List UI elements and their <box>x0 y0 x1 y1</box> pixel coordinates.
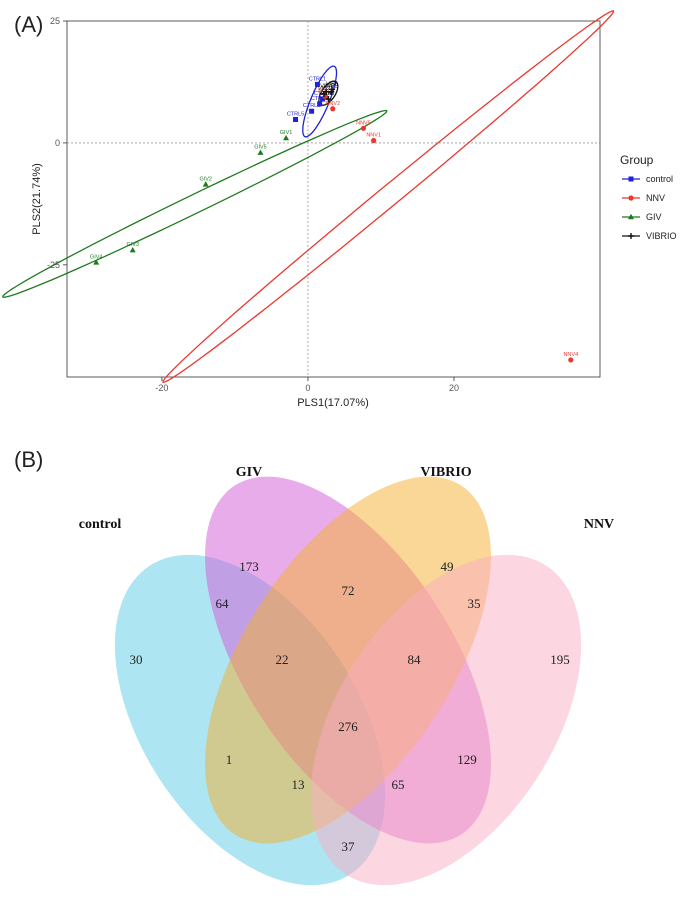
venn-diagram: control GIV VIBRIO NNV 30 173 49 195 64 72 35 2… <box>79 465 614 886</box>
panel-b-label: (B) <box>14 447 43 472</box>
point-giv2 <box>202 181 209 187</box>
legend-marker-vibrio <box>628 233 634 239</box>
venn-count-control-nnv: 37 <box>342 839 356 854</box>
venn-count-control: 30 <box>130 652 143 667</box>
point-vib4 <box>323 88 330 95</box>
point-giv5 <box>257 149 264 155</box>
point-label: CTRL3 <box>311 96 328 102</box>
point-giv1 <box>283 134 290 141</box>
venn-count-control-vibrio-nnv: 13 <box>292 777 305 792</box>
point-label: GIV4 <box>90 254 103 260</box>
pls-scatter-plot: CTRL1CTRL2CTRL3CTRL4CTRL5NNV1NNV2NNV3NNV… <box>2 10 615 409</box>
point-vib5 <box>329 86 336 93</box>
x-axis-title: PLS1(17.07%) <box>297 397 369 409</box>
point-label: CTRL1 <box>309 76 326 82</box>
point-ctrl5 <box>293 117 299 123</box>
point-label: CTRL2 <box>303 103 320 109</box>
point-label: VIB5 <box>326 81 338 87</box>
venn-count-control-vibrio: 1 <box>226 752 233 767</box>
y-tick-label: 25 <box>50 16 60 26</box>
point-label: NNV4 <box>563 352 578 358</box>
x-tick-label: -20 <box>155 383 168 393</box>
point-ctrl3 <box>317 101 323 107</box>
venn-ellipses <box>114 476 582 886</box>
point-nnv2 <box>330 106 336 112</box>
point-label: VIB3 <box>322 91 334 97</box>
point-label: VIB2 <box>318 86 330 92</box>
legend-marker-nnv <box>628 195 634 201</box>
venn-set-vibrio <box>205 476 491 844</box>
venn-count-vibrio-nnv: 35 <box>468 596 481 611</box>
point-giv4 <box>93 259 100 265</box>
legend: Group control NNV GIV VIBRIO <box>620 153 677 241</box>
venn-count-giv-vibrio: 72 <box>342 583 355 598</box>
confidence-ellipses <box>2 10 615 384</box>
y-tick-label: -25 <box>47 260 60 270</box>
point-label: NNV2 <box>325 101 340 107</box>
point-nnv5 <box>360 125 367 131</box>
point-label: VIB4 <box>320 84 332 90</box>
venn-set-nnv <box>310 554 582 886</box>
legend-marker-giv <box>628 213 634 220</box>
venn-count-control-giv-vibrio: 22 <box>276 652 289 667</box>
x-tick-label: 0 <box>305 383 310 393</box>
point-label: CTRL5 <box>287 112 304 118</box>
point-nnv1 <box>371 137 377 144</box>
venn-count-vibrio: 49 <box>441 559 454 574</box>
venn-count-nnv: 195 <box>550 652 570 667</box>
point-nnv4 <box>568 357 574 363</box>
data-points: CTRL1CTRL2CTRL3CTRL4CTRL5NNV1NNV2NNV3NNV… <box>90 76 578 363</box>
venn-title-vibrio: VIBRIO <box>420 465 471 480</box>
legend-label-giv: GIV <box>646 212 662 222</box>
plot-frame <box>66 20 601 378</box>
ellipse-giv <box>2 109 388 298</box>
legend-label-vibrio: VIBRIO <box>646 231 677 241</box>
venn-title-giv: GIV <box>236 465 262 480</box>
zero-reference-lines <box>67 21 600 377</box>
venn-count-giv: 173 <box>239 559 259 574</box>
venn-count-control-giv-vibrio-nnv: 276 <box>338 719 358 734</box>
legend-marker-control <box>628 176 634 182</box>
venn-count-giv-vibrio-nnv: 84 <box>408 652 422 667</box>
panel-a-label: (A) <box>14 12 43 37</box>
point-label: GIV2 <box>199 176 212 182</box>
point-label: GIV5 <box>254 145 267 151</box>
point-vib3 <box>325 96 332 103</box>
venn-count-control-giv: 64 <box>216 596 230 611</box>
point-ctrl1 <box>314 81 320 87</box>
y-axis-title: PLS2(21.74%) <box>31 163 43 235</box>
x-tick-label: 20 <box>449 383 459 393</box>
venn-region-counts: 30 173 49 195 64 72 35 22 84 276 1 129 13 65 37 <box>130 559 570 854</box>
venn-count-giv-nnv: 129 <box>457 752 477 767</box>
point-label: NNV5 <box>356 120 371 126</box>
point-ctrl2 <box>309 108 315 114</box>
venn-count-control-giv-nnv: 65 <box>392 777 405 792</box>
point-label: VIB1 <box>325 84 337 90</box>
y-tick-label: 0 <box>55 138 60 148</box>
legend-label-control: control <box>646 174 673 184</box>
venn-title-nnv: NNV <box>584 517 614 532</box>
point-label: GIV1 <box>280 130 293 136</box>
point-label: GIV3 <box>126 242 139 248</box>
point-label: NNV1 <box>366 132 381 138</box>
legend-label-nnv: NNV <box>646 193 665 203</box>
ellipse-nnv <box>162 10 615 384</box>
point-giv3 <box>129 247 136 253</box>
venn-title-control: control <box>79 517 122 532</box>
point-ctrl4 <box>320 96 326 102</box>
legend-title: Group <box>620 153 654 167</box>
axis-ticks: -20 0 20 -25 0 25 <box>47 16 459 393</box>
